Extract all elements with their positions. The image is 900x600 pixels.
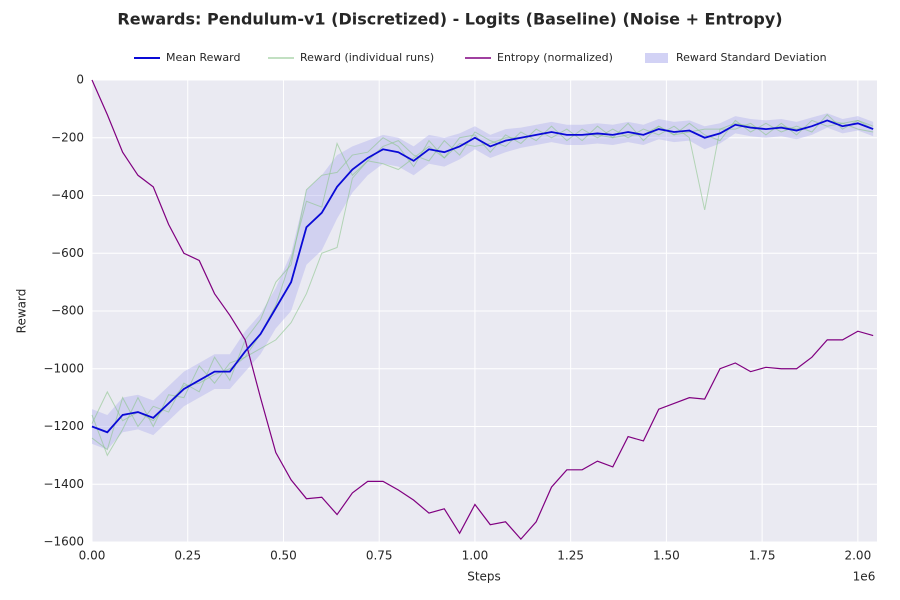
y-tick-label: −400 [51,188,84,202]
legend-label: Mean Reward [166,51,240,64]
chart-title: Rewards: Pendulum-v1 (Discretized) - Log… [117,10,782,29]
x-tick-label: 1.00 [462,549,489,563]
x-tick-label: 0.50 [270,549,297,563]
x-offset-label: 1e6 [853,570,876,584]
x-tick-label: 0.00 [79,549,106,563]
y-tick-label: −1200 [43,419,84,433]
x-axis-label: Steps [467,570,501,584]
x-tick-label: 1.25 [557,549,584,563]
marks [91,79,874,541]
std-band [92,113,874,450]
legend: Mean Reward Reward (individual runs) Entro… [134,51,827,64]
y-tick-label: −800 [51,304,84,318]
y-tick-label: −1600 [43,535,84,549]
y-axis-label: Reward [15,289,29,334]
series-line [91,119,874,434]
x-tick-label: 0.75 [366,549,393,563]
x-tick-label: 0.25 [174,549,201,563]
y-tick-label: 0 [76,73,84,87]
x-tick-label: 1.75 [749,549,776,563]
y-tick-label: −200 [51,130,84,144]
y-tick-label: −600 [51,246,84,260]
legend-label: Reward Standard Deviation [676,51,827,64]
x-tick-label: 1.50 [653,549,680,563]
legend-label: Entropy (normalized) [497,51,613,64]
legend-swatch [645,53,668,63]
x-tick-label: 2.00 [844,549,871,563]
grid [91,79,877,543]
legend-label: Reward (individual runs) [300,51,434,64]
y-tick-label: −1400 [43,477,84,491]
series-line [91,79,874,541]
y-tick-label: −1000 [43,361,84,375]
